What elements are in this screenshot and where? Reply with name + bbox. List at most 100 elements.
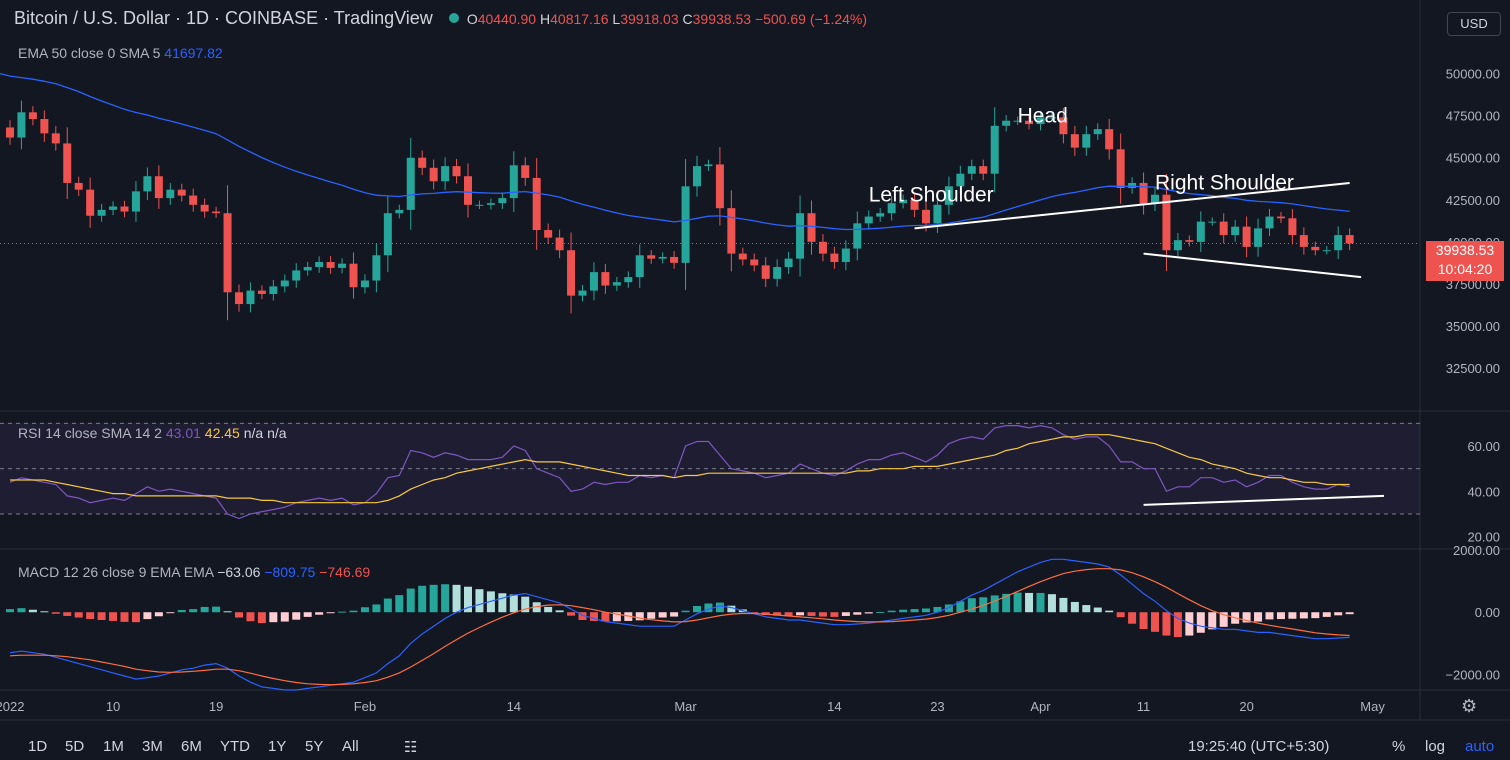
macd-histogram-bar (1036, 592, 1045, 613)
range-1d-button[interactable]: 1D (28, 738, 48, 755)
last-price-tag: 39938.53 10:04:20 (1426, 241, 1504, 281)
macd-histogram-bar (97, 612, 106, 620)
time-tick-label: 19 (209, 699, 223, 714)
close-value: 39938.53 (692, 11, 752, 27)
candle (567, 250, 576, 296)
macd-histogram-bar (1185, 612, 1194, 636)
pattern-annotation: Right Shoulder (1155, 172, 1294, 195)
range-1y-button[interactable]: 1Y (268, 738, 287, 755)
candle (1288, 218, 1297, 236)
macd-histogram-bar (154, 612, 163, 617)
rsi-ma-line (10, 434, 1350, 504)
ema-legend[interactable]: EMA 50 close 0 SMA 5 41697.82 (18, 45, 223, 61)
macd-tick-label: 2000.00 (1453, 543, 1500, 558)
range-1m-button[interactable]: 1M (103, 738, 124, 755)
date-range-icon[interactable]: ☷ (404, 739, 418, 756)
macd-legend[interactable]: MACD 12 26 close 9 EMA EMA −63.06 −809.7… (18, 564, 370, 580)
range-5y-button[interactable]: 5Y (305, 738, 324, 755)
macd-histogram-bar (750, 612, 759, 614)
open-value: 40440.90 (477, 11, 537, 27)
ema-legend-label: EMA 50 close 0 SMA 5 (18, 45, 161, 61)
symbol-title[interactable]: Bitcoin / U.S. Dollar · 1D · COINBASE · … (14, 8, 433, 28)
candle (910, 199, 919, 210)
candle (544, 230, 553, 238)
candle (177, 189, 186, 196)
macd-histogram-bar (899, 609, 908, 613)
macd-histogram-bar (235, 612, 243, 618)
low-label: L (612, 11, 621, 27)
candle (1196, 221, 1205, 242)
macd-histogram-bar (51, 612, 60, 614)
rsi-legend[interactable]: RSI 14 close SMA 14 2 43.01 42.45 n/a n/… (18, 425, 287, 441)
log-scale-toggle[interactable]: log (1425, 738, 1446, 755)
range-5d-button[interactable]: 5D (65, 738, 85, 755)
candle (944, 186, 953, 205)
macd-histogram-bar (612, 612, 621, 622)
macd-histogram-value: −63.06 (217, 564, 261, 580)
neckline-trendline (914, 181, 1350, 230)
range-6m-button[interactable]: 6M (181, 738, 202, 755)
macd-histogram-bar (1276, 612, 1285, 620)
rsi-line (9, 424, 1350, 520)
currency-button[interactable]: USD (1447, 12, 1501, 36)
open-label: O (466, 11, 478, 27)
macd-histogram-bar (1105, 610, 1114, 613)
candle (658, 256, 667, 259)
rsi-value: 43.01 (165, 425, 201, 441)
macd-histogram-bar (681, 610, 690, 613)
gear-icon[interactable]: ⚙ (1461, 696, 1478, 716)
macd-histogram-bar (715, 602, 724, 613)
candle (1322, 250, 1331, 252)
macd-histogram-bar (143, 612, 152, 620)
candle (51, 133, 60, 144)
candle (1082, 134, 1091, 148)
candle (1036, 117, 1045, 125)
auto-scale-toggle[interactable]: auto (1465, 738, 1495, 755)
macd-histogram-bar (1345, 612, 1354, 615)
candle (796, 213, 805, 259)
candle (1162, 194, 1171, 251)
macd-histogram-bar (1128, 612, 1137, 624)
macd-line-value: −809.75 (264, 564, 316, 580)
macd-signal-line (9, 568, 1350, 686)
ema50-line (0, 73, 1350, 231)
macd-histogram-bar (246, 612, 255, 622)
macd-histogram-bar (693, 606, 701, 613)
macd-histogram-bar (109, 612, 118, 621)
macd-histogram-bar (544, 606, 553, 613)
macd-histogram-bar (74, 612, 83, 618)
candle (475, 204, 484, 206)
percent-scale-toggle[interactable]: % (1392, 738, 1406, 755)
macd-histogram-bar (1288, 612, 1297, 619)
macd-histogram-bar (1070, 601, 1079, 613)
clock-readout[interactable]: 19:25:40 (UTC+5:30) (1188, 738, 1330, 755)
range-ytd-button[interactable]: YTD (220, 738, 250, 755)
candle (555, 237, 564, 251)
macd-histogram-bar (166, 612, 175, 614)
rsi-extra-values: n/a n/a (243, 425, 287, 441)
candle (1059, 117, 1068, 135)
range-3m-button[interactable]: 3M (142, 738, 163, 755)
macd-histogram-bar (131, 612, 140, 623)
price-tick-label: 47500.00 (1446, 109, 1500, 124)
candle (464, 176, 472, 205)
macd-histogram-bar (532, 602, 541, 613)
candle (647, 255, 656, 259)
candle (166, 189, 175, 199)
candle (532, 177, 541, 231)
high-value: 40817.16 (550, 11, 609, 27)
macd-histogram-bar (1196, 612, 1205, 633)
macd-histogram-bar (922, 608, 930, 613)
candle (280, 280, 289, 287)
ema-legend-value: 41697.82 (164, 45, 223, 61)
candle (28, 112, 37, 120)
ohlc-readout: O40440.90 H40817.16 L39918.03 C39938.53 … (467, 11, 867, 27)
rsi-legend-label: RSI 14 close SMA 14 2 (18, 425, 162, 441)
candle (395, 209, 404, 214)
candle (876, 213, 885, 217)
candle (1139, 182, 1148, 204)
macd-histogram-bar (200, 606, 209, 613)
candle (853, 223, 862, 249)
range-all-button[interactable]: All (342, 738, 359, 755)
